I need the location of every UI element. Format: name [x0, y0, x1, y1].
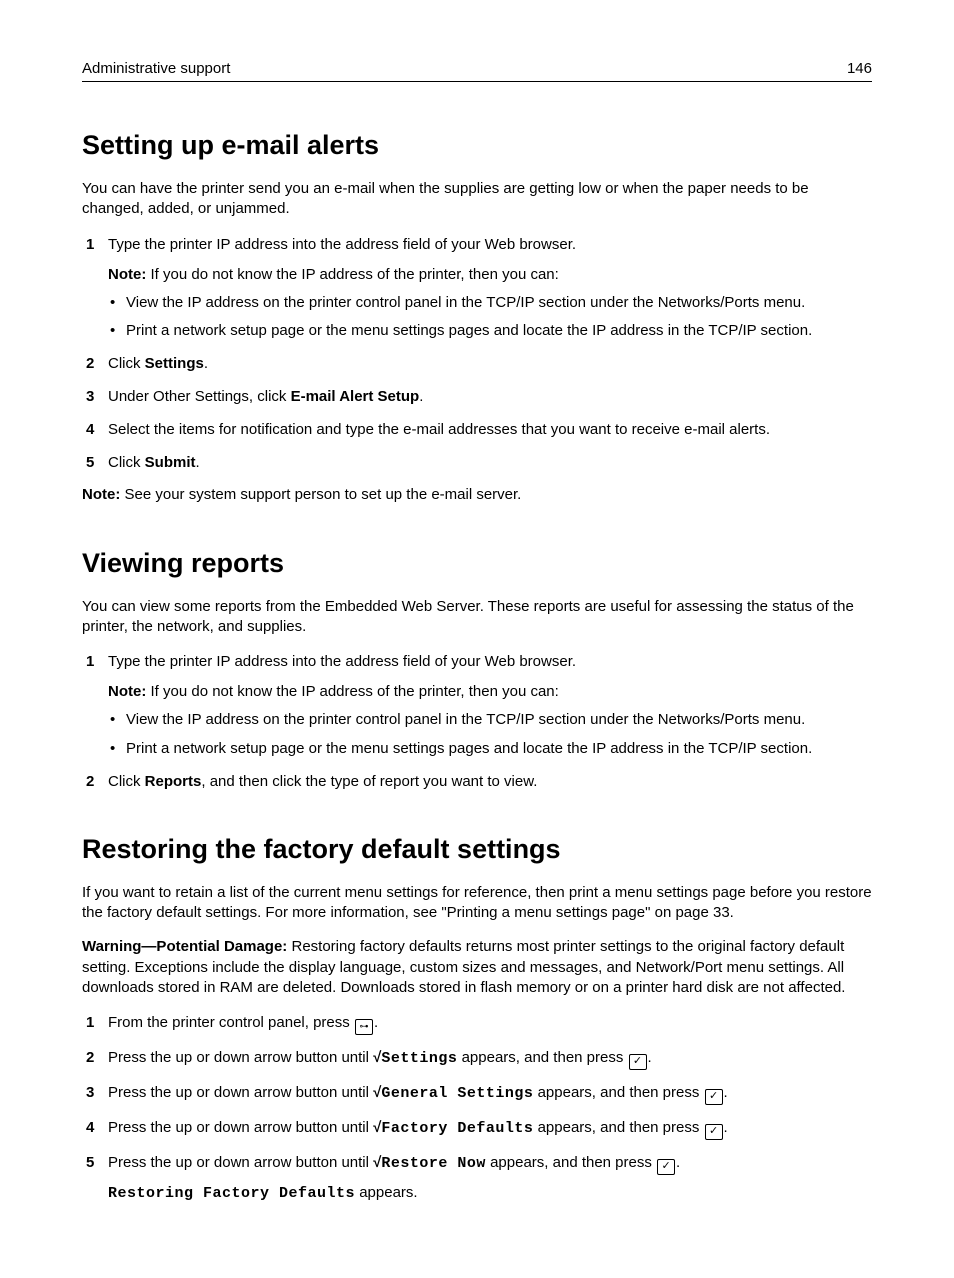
step-text: Press the up or down arrow button until …	[108, 1154, 680, 1171]
step-text: Under Other Settings, click E-mail Alert…	[108, 388, 423, 405]
step-number: 2	[86, 353, 94, 374]
header-page-number: 146	[847, 60, 872, 77]
step-text: Type the printer IP address into the add…	[108, 236, 576, 253]
step-text: Press the up or down arrow button until …	[108, 1049, 652, 1066]
heading-email-alerts: Setting up e-mail alerts	[82, 130, 872, 161]
key-icon: ⊶	[355, 1019, 373, 1035]
step-3: 3 Under Other Settings, click E-mail Ale…	[82, 386, 872, 407]
note-label: Note:	[82, 486, 120, 503]
steps-viewing-reports: 1 Type the printer IP address into the a…	[82, 651, 872, 792]
intro-viewing-reports: You can view some reports from the Embed…	[82, 597, 872, 638]
step-2: 2 Click Reports, and then click the type…	[82, 771, 872, 792]
note-label: Note:	[108, 266, 146, 283]
header-section: Administrative support	[82, 60, 230, 77]
step-note: Note: If you do not know the IP address …	[108, 265, 872, 285]
step-text: From the printer control panel, press ⊶.	[108, 1014, 378, 1031]
step-text: Select the items for notification and ty…	[108, 421, 770, 438]
note-text: If you do not know the IP address of the…	[146, 683, 559, 700]
step-text: Click Reports, and then click the type o…	[108, 773, 537, 790]
step-3: 3 Press the up or down arrow button unti…	[82, 1082, 872, 1105]
intro-restoring-defaults: If you want to retain a list of the curr…	[82, 883, 872, 924]
step-5: 5 Press the up or down arrow button unti…	[82, 1152, 872, 1175]
check-icon: ✓	[705, 1124, 723, 1140]
step-text: Type the printer IP address into the add…	[108, 653, 576, 670]
step-number: 2	[86, 771, 94, 792]
document-page: Administrative support 146 Setting up e-…	[0, 0, 954, 1278]
step-4: 4 Press the up or down arrow button unti…	[82, 1117, 872, 1140]
check-icon: ✓	[705, 1089, 723, 1105]
bullet-item: View the IP address on the printer contr…	[108, 710, 872, 730]
warning-paragraph: Warning—Potential Damage: Restoring fact…	[82, 937, 872, 998]
step-number: 4	[86, 1117, 94, 1138]
step-5: 5 Click Submit.	[82, 452, 872, 473]
note-label: Note:	[108, 683, 146, 700]
step-number: 5	[86, 1152, 94, 1173]
step-number: 1	[86, 1012, 94, 1033]
step-text: Press the up or down arrow button until …	[108, 1119, 728, 1136]
step-4: 4 Select the items for notification and …	[82, 419, 872, 440]
page-header: Administrative support 146	[82, 60, 872, 82]
note-text: See your system support person to set up…	[120, 486, 521, 503]
bullet-item: Print a network setup page or the menu s…	[108, 321, 872, 341]
step-1: 1 Type the printer IP address into the a…	[82, 651, 872, 759]
steps-restoring-defaults: 1 From the printer control panel, press …	[82, 1012, 872, 1175]
step-number: 2	[86, 1047, 94, 1068]
note-bullets: View the IP address on the printer contr…	[108, 293, 872, 342]
step-note: Note: If you do not know the IP address …	[108, 682, 872, 702]
step-number: 3	[86, 386, 94, 407]
step-2: 2 Press the up or down arrow button unti…	[82, 1047, 872, 1070]
step-text: Click Submit.	[108, 454, 200, 471]
steps-email-alerts: 1 Type the printer IP address into the a…	[82, 234, 872, 474]
intro-email-alerts: You can have the printer send you an e-m…	[82, 179, 872, 220]
check-icon: ✓	[657, 1159, 675, 1175]
bullet-item: View the IP address on the printer contr…	[108, 293, 872, 313]
step-text: Click Settings.	[108, 355, 208, 372]
step-1: 1 Type the printer IP address into the a…	[82, 234, 872, 342]
step-text: Press the up or down arrow button until …	[108, 1084, 728, 1101]
check-icon: ✓	[629, 1054, 647, 1070]
step-number: 4	[86, 419, 94, 440]
heading-viewing-reports: Viewing reports	[82, 548, 872, 579]
restoring-message: Restoring Factory Defaults appears.	[82, 1183, 872, 1204]
note-text: If you do not know the IP address of the…	[146, 266, 559, 283]
step-number: 5	[86, 452, 94, 473]
heading-restoring-defaults: Restoring the factory default settings	[82, 834, 872, 865]
bullet-item: Print a network setup page or the menu s…	[108, 739, 872, 759]
step-2: 2 Click Settings.	[82, 353, 872, 374]
footer-note: Note: See your system support person to …	[82, 485, 872, 505]
step-number: 1	[86, 651, 94, 672]
step-number: 3	[86, 1082, 94, 1103]
step-1: 1 From the printer control panel, press …	[82, 1012, 872, 1035]
step-number: 1	[86, 234, 94, 255]
note-bullets: View the IP address on the printer contr…	[108, 710, 872, 759]
warning-label: Warning—Potential Damage:	[82, 938, 287, 955]
